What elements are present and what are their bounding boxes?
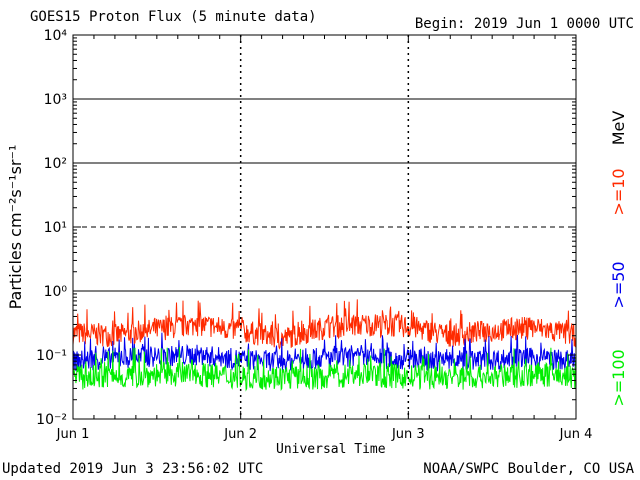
x-axis-label: Universal Time: [276, 442, 386, 457]
updated-timestamp: Updated 2019 Jun 3 23:56:02 UTC: [2, 461, 264, 477]
y-tick-label: 10¹: [44, 220, 67, 236]
legend-entry: MeV: [609, 111, 628, 146]
begin-time: Begin: 2019 Jun 1 0000 UTC: [414, 16, 634, 32]
credit-text: NOAA/SWPC Boulder, CO USA: [423, 461, 634, 477]
series-line: [72, 299, 577, 350]
series-line: [72, 332, 577, 373]
x-tick-label: Jun 2: [223, 427, 257, 442]
x-tick-label: Jun 4: [559, 427, 593, 442]
x-tick-label: Jun 3: [391, 427, 425, 442]
y-tick-label: 10⁻²: [36, 412, 67, 428]
y-tick-label: 10³: [44, 92, 67, 108]
series-line: [72, 347, 577, 392]
y-tick-label: 10⁻¹: [36, 348, 67, 364]
legend-entry: >=50: [609, 261, 628, 308]
y-tick-label: 10²: [44, 156, 67, 172]
legend-entry: >=10: [609, 168, 628, 215]
y-axis-label: Particles cm⁻²s⁻¹sr⁻¹: [6, 145, 25, 310]
y-tick-label: 10⁰: [44, 284, 68, 300]
legend-entry: >=100: [609, 349, 628, 406]
y-tick-label: 10⁴: [44, 28, 68, 44]
chart-title: GOES15 Proton Flux (5 minute data): [30, 9, 317, 25]
x-tick-label: Jun 1: [56, 427, 90, 442]
